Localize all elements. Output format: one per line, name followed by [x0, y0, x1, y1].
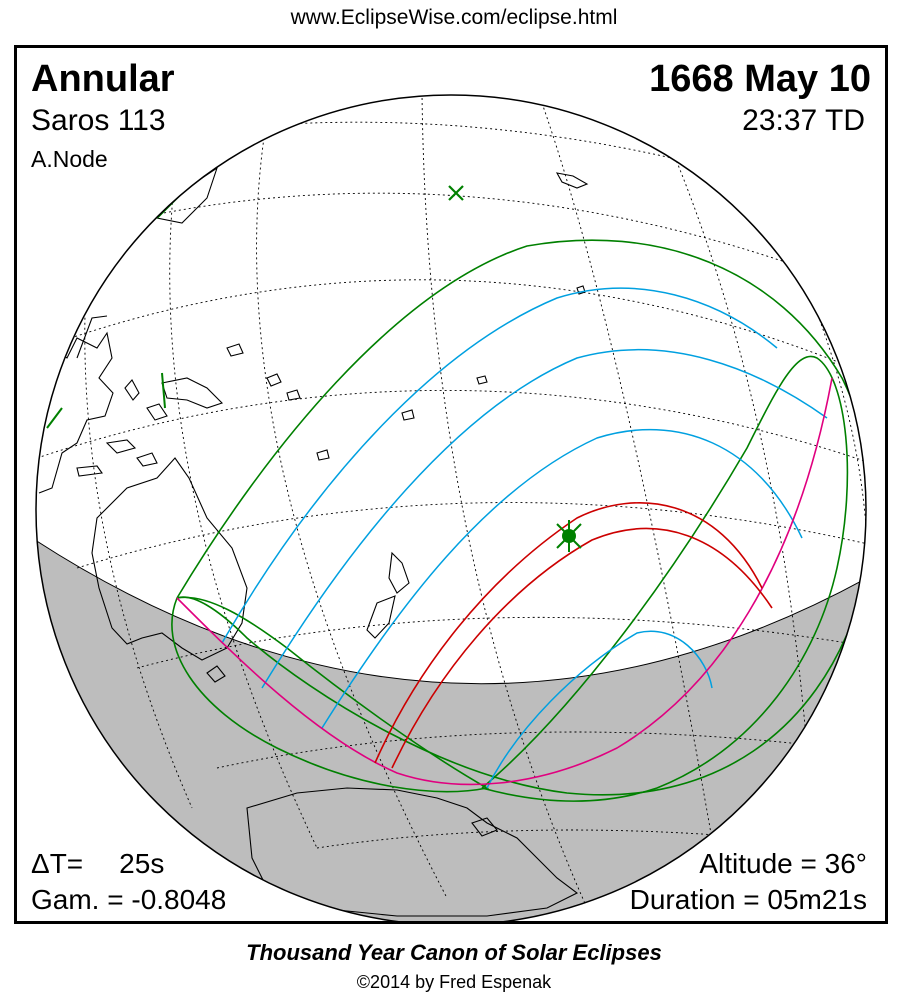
delta-t: ΔT= 25s	[31, 848, 164, 880]
penumbra-north-limit	[176, 239, 866, 796]
eclipse-map-frame: Annular Saros 113 A.Node 1668 May 10 23:…	[14, 45, 888, 924]
source-url: www.EclipseWise.com/eclipse.html	[290, 6, 618, 29]
globe-map	[35, 94, 867, 921]
penumbra-east-loop	[481, 355, 849, 802]
pole-cross-marker	[448, 185, 464, 201]
canon-title: Thousand Year Canon of Solar Eclipses	[246, 940, 662, 965]
rise-set-curve	[176, 377, 833, 786]
hourly-contact-curves	[221, 287, 828, 789]
night-shadow	[36, 528, 866, 921]
greatest-eclipse-marker	[556, 520, 582, 552]
delta-t-label: ΔT=	[31, 848, 84, 879]
eclipse-date: 1668 May 10	[649, 58, 871, 100]
eclipse-type: Annular	[31, 58, 175, 100]
gamma-value: Gam. = -0.8048	[31, 884, 227, 915]
delta-t-value: 25s	[119, 848, 165, 879]
node-label: A.Node	[31, 146, 108, 172]
duration-value: Duration = 05m21s	[629, 884, 867, 915]
saros-number: Saros 113	[31, 104, 166, 137]
penumbra-south-loop	[171, 596, 490, 793]
terminator	[36, 527, 866, 685]
globe-outline	[35, 94, 867, 921]
copyright: ©2014 by Fred Espenak	[356, 972, 552, 992]
eclipse-time: 23:37 TD	[742, 104, 865, 137]
altitude-value: Altitude = 36°	[699, 848, 867, 879]
